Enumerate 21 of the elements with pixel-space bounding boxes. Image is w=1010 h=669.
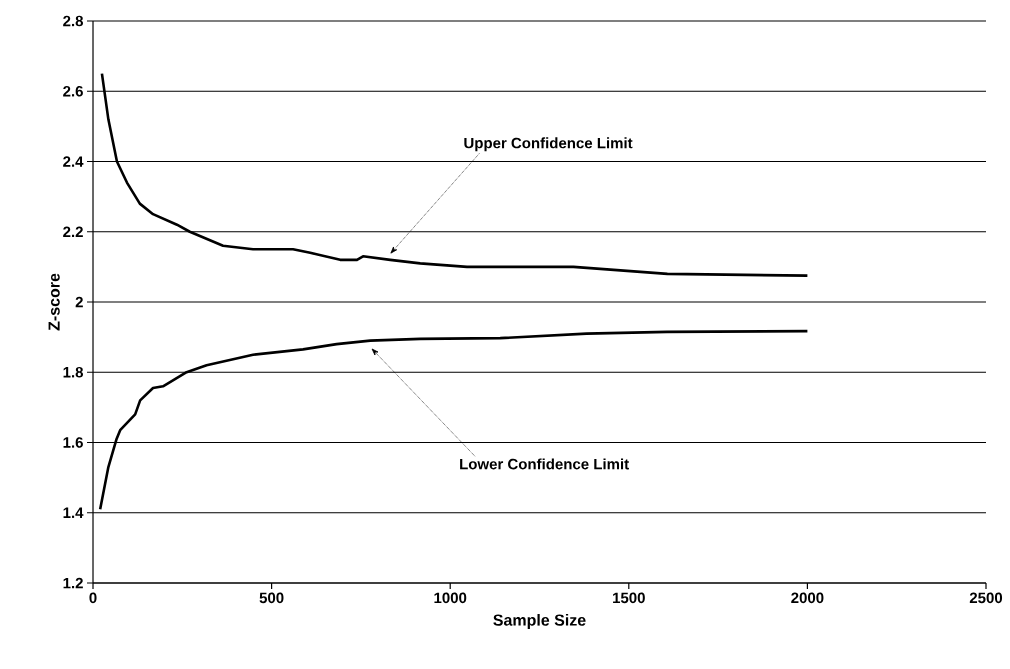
y-tick-label: 2.2 <box>63 226 83 237</box>
y-tick-label: 1.2 <box>63 577 83 589</box>
y-axis-title: Z-score <box>48 273 60 331</box>
y-tick-label: 1.8 <box>63 366 84 378</box>
x-tick-label: 2500 <box>969 592 1003 604</box>
annotation: Lower Confidence Limit <box>460 458 629 470</box>
annotation: Upper Confidence Limit <box>464 137 633 152</box>
line-series <box>100 72 809 277</box>
y-tick-label: 1.6 <box>63 437 83 448</box>
x-tick-label: 0 <box>89 592 97 604</box>
y-tick-label: 2.8 <box>63 15 84 27</box>
x-tick-label: 1000 <box>434 592 467 604</box>
y-tick-label: 2.4 <box>63 156 84 167</box>
y-tick-label: 2.6 <box>63 85 83 97</box>
y-tick-label: 2 <box>75 296 83 308</box>
x-axis-title: Sample Size <box>493 614 586 629</box>
x-tick-label: 500 <box>259 592 284 604</box>
x-tick-label: 1500 <box>613 592 645 604</box>
x-tick-label: 2000 <box>791 592 824 604</box>
line-series <box>98 329 809 511</box>
y-tick-label: 1.4 <box>63 507 84 518</box>
